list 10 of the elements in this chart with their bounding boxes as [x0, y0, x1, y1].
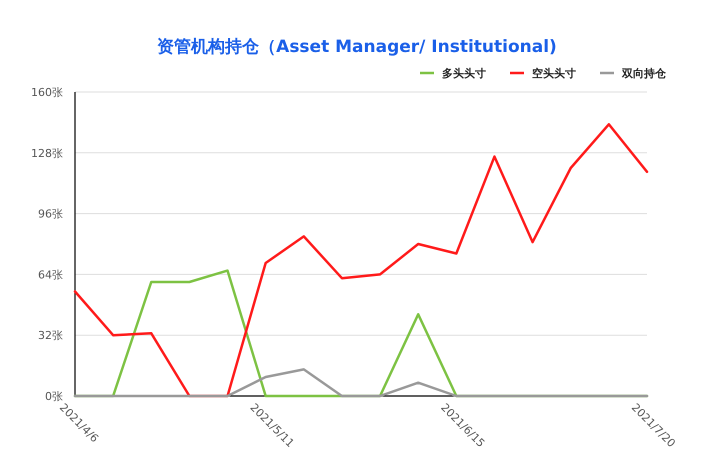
y-tick-label: 64张: [38, 268, 63, 282]
chart-title: 资管机构持仓（Asset Manager/ Institutional): [157, 37, 557, 57]
y-tick-label: 96张: [38, 208, 63, 221]
y-tick-label: 128张: [31, 146, 63, 160]
legend-label: 多头头寸: [442, 67, 486, 80]
y-tick-label: 0张: [45, 390, 63, 403]
y-tick-label: 32张: [38, 329, 63, 342]
legend-label: 双向持仓: [621, 67, 667, 80]
y-tick-label: 160张: [31, 86, 63, 99]
legend-label: 空头头寸: [532, 67, 576, 80]
